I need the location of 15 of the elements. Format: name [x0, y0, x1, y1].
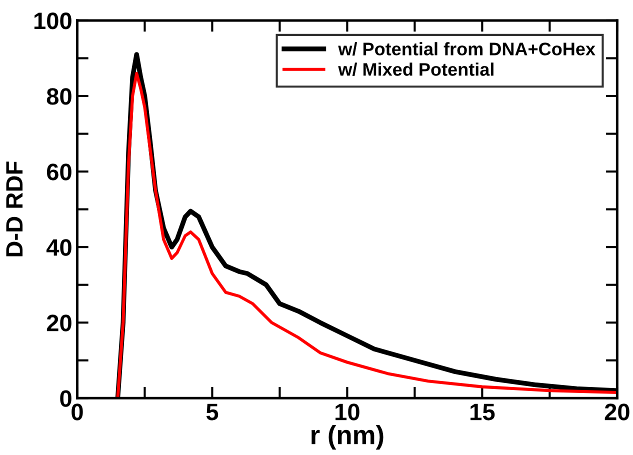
- y-tick-label: 20: [46, 314, 72, 332]
- x-tick-label: 20: [604, 404, 630, 420]
- y-tick-label: 60: [46, 164, 72, 180]
- y-tick-label: 0: [60, 390, 72, 407]
- x-tick-label: 5: [206, 404, 218, 420]
- x-tick-label: 10: [336, 404, 360, 420]
- y-tick-label: 100: [34, 12, 72, 30]
- y-axis-title: D-D RDF: [6, 162, 23, 256]
- x-tick-label: 15: [470, 404, 495, 420]
- y-tick-label: 40: [46, 239, 72, 256]
- x-tick-label: 0: [72, 404, 83, 420]
- y-tick-label: 80: [46, 88, 72, 105]
- legend-label: w/ Mixed Potential: [338, 62, 494, 76]
- x-axis-title: r (nm): [312, 424, 384, 450]
- legend-label: w/ Potential from DNA+CoHex: [338, 42, 596, 56]
